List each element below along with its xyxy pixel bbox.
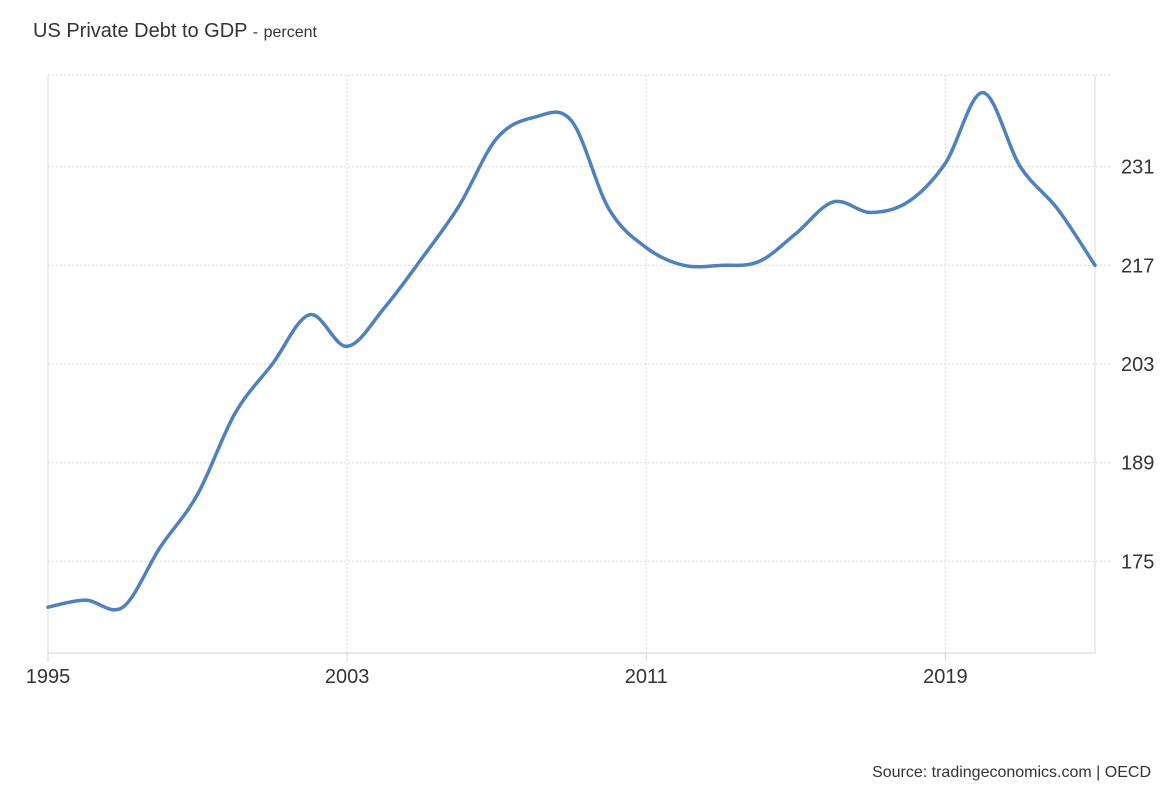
x-tick-label: 2003	[325, 666, 370, 688]
x-tick-label: 2011	[625, 666, 668, 688]
series-line	[46, 90, 1097, 612]
y-tick-label: 217	[1121, 255, 1154, 277]
x-tick-label: 1995	[26, 666, 71, 688]
y-tick-label: 231	[1121, 157, 1154, 179]
chart-title: US Private Debt to GDP - percent	[33, 20, 317, 43]
x-tick-label: 2019	[923, 666, 968, 688]
chart-unit: percent	[263, 24, 317, 41]
y-tick-label: 175	[1121, 551, 1154, 573]
chart-title-text: US Private Debt to GDP	[33, 20, 248, 42]
source-note: Source: tradingeconomics.com | OECD	[872, 764, 1151, 781]
chart-unit-separator: -	[252, 24, 259, 41]
y-tick-label: 203	[1121, 354, 1154, 376]
y-tick-label: 189	[1121, 453, 1154, 475]
